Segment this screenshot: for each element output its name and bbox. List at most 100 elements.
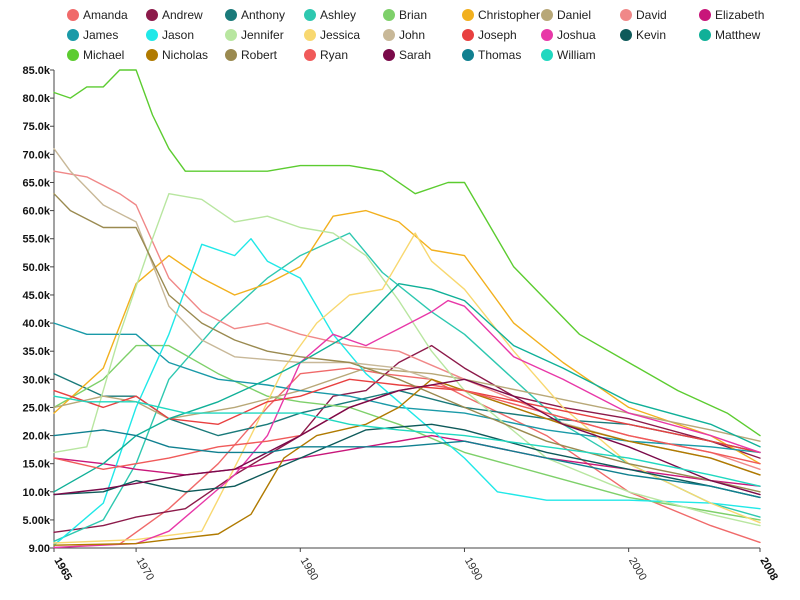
- series-line-thomas: [53, 429, 761, 499]
- series-line-christopher: [53, 209, 761, 465]
- legend-label-anthony: Anthony: [241, 8, 285, 22]
- series-line-william: [53, 395, 761, 487]
- legend-label-michael: Michael: [83, 48, 124, 62]
- y-tick-label: 65.0k: [22, 177, 50, 189]
- legend-item-thomas[interactable]: Thomas: [462, 48, 521, 62]
- legend-swatch-christopher: [462, 9, 474, 21]
- series-line-joshua: [53, 299, 761, 549]
- x-tick-label: 1990: [462, 556, 485, 583]
- legend-swatch-andrew: [146, 9, 158, 21]
- legend-swatch-joseph: [462, 29, 474, 41]
- series-line-matthew: [53, 283, 761, 493]
- legend-item-ryan[interactable]: Ryan: [304, 48, 348, 62]
- legend-label-thomas: Thomas: [478, 48, 521, 62]
- legend-swatch-robert: [225, 49, 237, 61]
- legend-item-michael[interactable]: Michael: [67, 48, 124, 62]
- legend-item-amanda[interactable]: Amanda: [67, 8, 128, 22]
- x-tick-label: 1970: [133, 556, 156, 583]
- legend-item-william[interactable]: William: [541, 48, 596, 62]
- legend-item-sarah[interactable]: Sarah: [383, 48, 431, 62]
- legend-swatch-elizabeth: [699, 9, 711, 21]
- legend-swatch-david: [620, 9, 632, 21]
- legend-item-matthew[interactable]: Matthew: [699, 28, 761, 42]
- y-tick-label: 9.00: [29, 543, 50, 555]
- x-axis: 1965 1970 1980 1990 2000 2008: [51, 547, 780, 583]
- legend-swatch-daniel: [541, 9, 553, 21]
- legend-label-ryan: Ryan: [320, 48, 348, 62]
- series-line-david: [53, 170, 761, 470]
- legend-item-james[interactable]: James: [67, 28, 118, 42]
- legend-item-david[interactable]: David: [620, 8, 667, 22]
- legend-swatch-jennifer: [225, 29, 237, 41]
- legend-label-joseph: Joseph: [478, 28, 517, 42]
- legend-label-brian: Brian: [399, 8, 427, 22]
- series-line-sarah: [53, 378, 761, 496]
- legend-label-nicholas: Nicholas: [162, 48, 208, 62]
- y-tick-label: 80.0k: [22, 93, 50, 105]
- legend-item-jessica[interactable]: Jessica: [304, 28, 360, 42]
- legend-label-james: James: [83, 28, 118, 42]
- series-line-andrew: [53, 344, 761, 533]
- legend-item-brian[interactable]: Brian: [383, 8, 427, 22]
- y-tick-label: 5.00k: [22, 515, 50, 527]
- legend-item-jennifer[interactable]: Jennifer: [225, 28, 284, 42]
- series-line-kevin: [53, 423, 761, 499]
- legend-item-anthony[interactable]: Anthony: [225, 8, 285, 22]
- x-tick-label: 2000: [626, 556, 649, 583]
- legend-item-andrew[interactable]: Andrew: [146, 8, 203, 22]
- legend-swatch-michael: [67, 49, 79, 61]
- legend-item-robert[interactable]: Robert: [225, 48, 278, 62]
- legend-label-ashley: Ashley: [320, 8, 356, 22]
- legend-item-christopher[interactable]: Christopher: [462, 8, 540, 22]
- legend-swatch-james: [67, 29, 79, 41]
- legend-label-john: John: [399, 28, 425, 42]
- legend-item-kevin[interactable]: Kevin: [620, 28, 666, 42]
- legend-label-matthew: Matthew: [715, 28, 761, 42]
- series-line-james: [53, 322, 761, 454]
- legend-item-jason[interactable]: Jason: [146, 28, 194, 42]
- series-line-ashley: [53, 232, 761, 542]
- legend-item-nicholas[interactable]: Nicholas: [146, 48, 208, 62]
- y-tick-label: 55.0k: [22, 234, 50, 246]
- series-line-amanda: [119, 367, 761, 545]
- series-line-jennifer: [53, 193, 761, 527]
- plot-area: [53, 69, 761, 549]
- legend-label-elizabeth: Elizabeth: [715, 8, 764, 22]
- legend-swatch-brian: [383, 9, 395, 21]
- legend-label-jason: Jason: [162, 28, 194, 42]
- legend-label-sarah: Sarah: [399, 48, 431, 62]
- legend-swatch-john: [383, 29, 395, 41]
- y-tick-label: 45.0k: [22, 290, 50, 302]
- y-tick-label: 15.0k: [22, 459, 50, 471]
- y-tick-label: 75.0k: [22, 121, 50, 133]
- legend-label-robert: Robert: [241, 48, 278, 62]
- legend-label-andrew: Andrew: [162, 8, 203, 22]
- y-tick-label: 20.0k: [22, 431, 50, 443]
- legend-label-joshua: Joshua: [557, 28, 596, 42]
- y-tick-label: 70.0k: [22, 149, 50, 161]
- y-tick-label: 85.0k: [22, 65, 50, 77]
- legend-item-elizabeth[interactable]: Elizabeth: [699, 8, 764, 22]
- x-tick-label: 1980: [298, 556, 321, 583]
- legend-swatch-sarah: [383, 49, 395, 61]
- series-line-jason: [53, 238, 761, 546]
- legend-label-jessica: Jessica: [320, 28, 360, 42]
- legend-label-kevin: Kevin: [636, 28, 666, 42]
- legend-swatch-matthew: [699, 29, 711, 41]
- legend-item-joshua[interactable]: Joshua: [541, 28, 596, 42]
- y-tick-label: 25.0k: [22, 402, 50, 414]
- legend-item-daniel[interactable]: Daniel: [541, 8, 591, 22]
- legend-item-john[interactable]: John: [383, 28, 425, 42]
- legend-item-joseph[interactable]: Joseph: [462, 28, 517, 42]
- legend-label-christopher: Christopher: [478, 8, 540, 22]
- legend-label-jennifer: Jennifer: [241, 28, 284, 42]
- legend-label-daniel: Daniel: [557, 8, 591, 22]
- legend-label-david: David: [636, 8, 667, 22]
- legend-item-ashley[interactable]: Ashley: [304, 8, 356, 22]
- x-tick-label: 2008: [757, 556, 780, 583]
- legend-swatch-jessica: [304, 29, 316, 41]
- series-line-brian: [53, 344, 761, 521]
- y-tick-label: 30.0k: [22, 374, 50, 386]
- legend: Amanda Andrew Anthony Ashley Brian Christophe…: [67, 8, 764, 62]
